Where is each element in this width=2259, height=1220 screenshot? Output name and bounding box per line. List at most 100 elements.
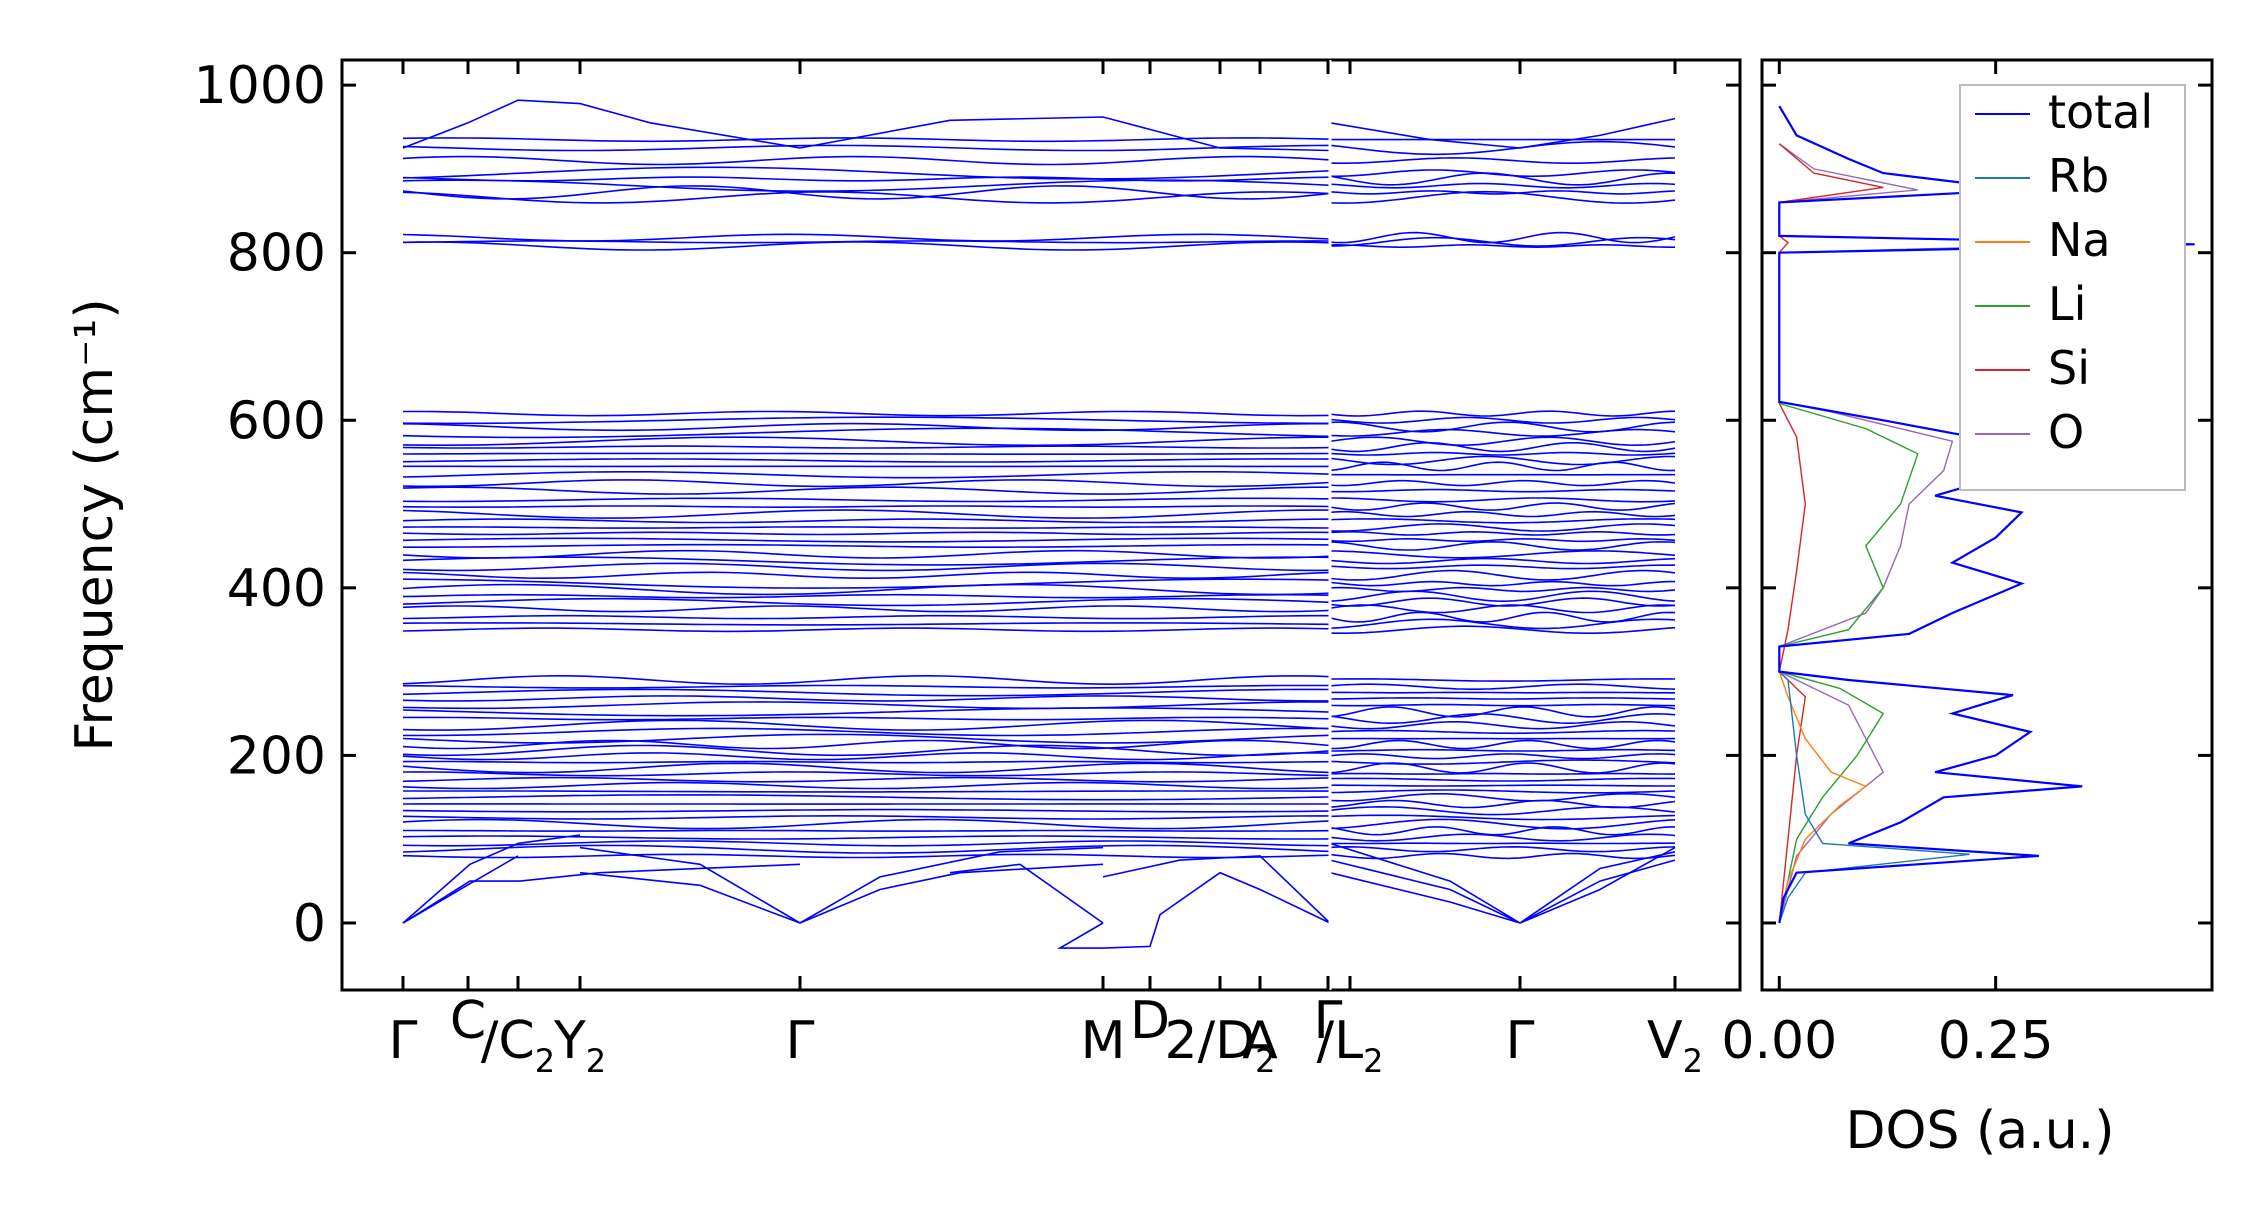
band-line: [1329, 580, 1675, 587]
band-line: [402, 518, 1331, 524]
band-line: [402, 762, 1331, 774]
band-line: [1329, 557, 1676, 565]
band-line: [1519, 851, 1676, 924]
x-tick-label-subscript: 2: [586, 1042, 606, 1080]
y-tick-label: 600: [227, 391, 326, 451]
band-line: [402, 760, 1331, 764]
band-line: [402, 840, 1331, 847]
legend-label-total: total: [2048, 85, 2153, 139]
band-line: [402, 719, 1331, 731]
band-line: [579, 846, 801, 924]
band-line: [1329, 117, 1676, 149]
band-line: [402, 863, 801, 924]
band-lines: [402, 60, 1676, 990]
band-line: [1329, 697, 1676, 700]
band-line: [402, 531, 1331, 536]
band-line: [1329, 604, 1676, 614]
band-ticks: [342, 60, 2212, 990]
band-line: [1329, 871, 1521, 924]
band-line: [1329, 530, 1676, 536]
band-line: [402, 452, 1331, 455]
band-line: [402, 744, 1331, 757]
band-line: [402, 458, 1331, 463]
band-line: [1330, 784, 1676, 787]
band-line: [402, 445, 1331, 449]
band-line: [1329, 713, 1676, 724]
band-line: [1329, 777, 1676, 782]
band-line: [1057, 871, 1331, 949]
x-tick-label: /L2: [1317, 1011, 1384, 1080]
band-line: [402, 191, 1331, 204]
dos-line-total: [1778, 105, 2195, 924]
band-line: [1329, 479, 1676, 487]
band-line: [1329, 852, 1676, 860]
band-line: [402, 622, 1331, 626]
band-line: [1329, 236, 1676, 247]
band-line: [949, 863, 1104, 924]
band-line: [1329, 488, 1676, 493]
band-line: [1329, 678, 1676, 682]
band-line: [402, 701, 1330, 710]
y-tick-label: 800: [227, 224, 326, 284]
x-tick-label: Γ: [389, 1011, 418, 1071]
dos-x-tick-labels: 0.00 0.25: [1721, 1011, 2053, 1071]
band-line: [1329, 510, 1676, 518]
band-line: [402, 562, 1331, 572]
band-line: [403, 790, 1330, 793]
band-line: [402, 427, 1331, 439]
band-line: [402, 509, 1330, 519]
x-tick-label: M: [1081, 1011, 1126, 1071]
band-line: [402, 137, 1331, 143]
band-line: [1329, 683, 1676, 690]
band-line: [402, 416, 1330, 425]
band-line: [1329, 428, 1676, 437]
band-line: [799, 863, 1104, 924]
x-tick-label: A: [1242, 1011, 1278, 1071]
band-line: [402, 781, 1331, 790]
dos-lines: [1778, 105, 2195, 924]
band-line: [402, 814, 1330, 820]
legend-label-li: Li: [2048, 277, 2086, 331]
band-line: [1329, 243, 1675, 249]
band-line: [1329, 842, 1521, 924]
band-line: [1329, 845, 1676, 853]
legend-box: [1959, 84, 2186, 491]
band-line: [403, 410, 1331, 417]
band-line: [403, 716, 1331, 721]
dos-line-si: [1778, 143, 1884, 924]
band-line: [1329, 410, 1676, 417]
band-line: [1329, 703, 1676, 707]
band-line: [402, 241, 1331, 251]
band-line: [402, 674, 1331, 686]
band-line: [1329, 826, 1675, 836]
band-line: [402, 853, 1331, 859]
band-line: [1329, 441, 1676, 453]
y-tick-label: 200: [227, 726, 326, 786]
x-tick-label: V2: [1647, 1011, 1703, 1080]
band-line: [402, 144, 1331, 152]
x-tick-label: D: [1130, 991, 1170, 1051]
band-line: [402, 155, 1331, 166]
band-line: [1329, 182, 1676, 189]
band-line: [1329, 231, 1676, 244]
legend-label-rb: Rb: [2048, 149, 2109, 203]
band-line: [402, 233, 1331, 242]
band-line: [1329, 859, 1521, 924]
band-line: [1330, 748, 1676, 752]
band-line: [1329, 586, 1676, 593]
band-line: [1329, 762, 1676, 774]
dos-legend: total Rb Na Li Si O: [1959, 84, 2186, 491]
band-line: [402, 571, 1331, 580]
band-line: [402, 776, 1331, 783]
band-line: [402, 185, 1331, 200]
band-line: [1329, 753, 1676, 760]
band-line: [402, 166, 1331, 180]
y-tick-label: 1000: [194, 56, 326, 116]
band-line: [1519, 846, 1676, 924]
band-line: [402, 549, 1331, 559]
band-line: [1329, 805, 1676, 816]
band-structure-frame: [340, 58, 1742, 992]
band-line: [402, 578, 1331, 589]
